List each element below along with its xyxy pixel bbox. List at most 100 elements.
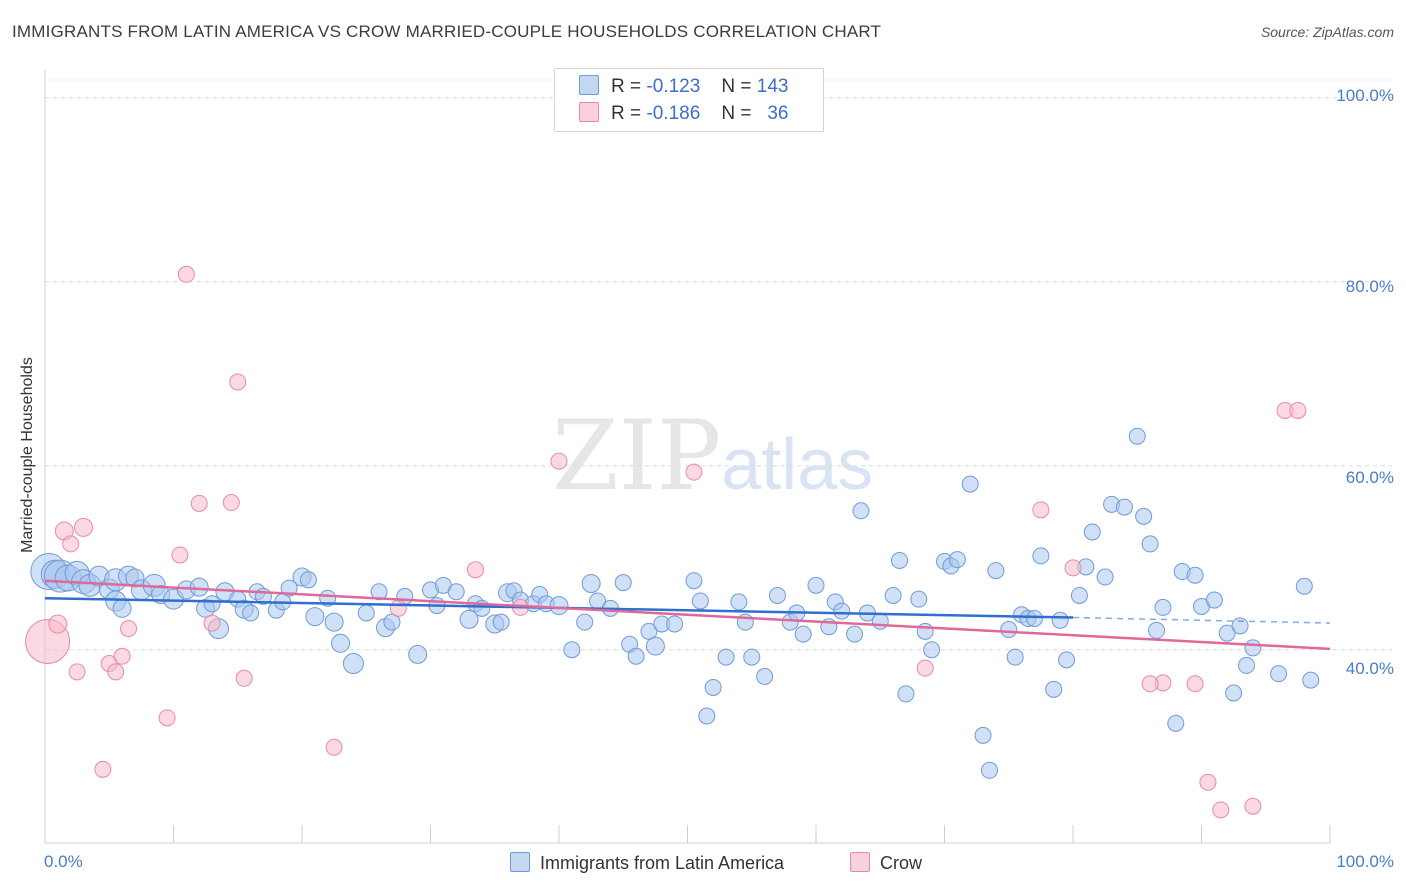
pink-point xyxy=(1244,797,1262,815)
blue-point xyxy=(691,592,709,610)
blue-point xyxy=(645,636,665,656)
blue-point xyxy=(112,598,132,618)
blue-point xyxy=(1244,639,1262,657)
blue-point xyxy=(492,613,510,631)
pink-point xyxy=(1199,773,1217,791)
blue-point xyxy=(698,707,716,725)
pink-point xyxy=(107,663,125,681)
n-label: N = xyxy=(721,103,752,124)
pink-point xyxy=(229,373,247,391)
legend-item-immigrants: Immigrants from Latin America xyxy=(510,852,784,874)
n-label: N = xyxy=(721,76,752,97)
x-tick-label-max: 100.0% xyxy=(1336,852,1394,871)
pink-point xyxy=(62,535,80,553)
blue-point xyxy=(1006,648,1024,666)
blue-point xyxy=(910,590,928,608)
blue-point xyxy=(1186,566,1204,584)
pink-point xyxy=(235,669,253,687)
pink-point xyxy=(1064,559,1082,577)
blue-point xyxy=(203,595,221,613)
pink-point xyxy=(203,614,221,632)
y-tick-label: 80.0% xyxy=(1345,277,1394,296)
blue-trendline-extension xyxy=(1072,616,1331,624)
r-label: R = xyxy=(611,76,642,97)
pink-point xyxy=(222,494,240,512)
pink-point xyxy=(74,517,94,537)
blue-point xyxy=(357,604,375,622)
blue-point xyxy=(1231,617,1249,635)
blue-point xyxy=(923,641,941,659)
legend-swatch-pink xyxy=(850,852,870,872)
pink-point xyxy=(171,546,189,564)
pink-point xyxy=(1289,401,1307,419)
blue-point xyxy=(807,576,825,594)
y-tick-label: 100.0% xyxy=(1336,86,1394,105)
blue-point xyxy=(1045,680,1063,698)
blue-point xyxy=(897,685,915,703)
blue-point xyxy=(189,577,209,597)
blue-point xyxy=(884,586,902,604)
blue-point xyxy=(961,475,979,493)
blue-point xyxy=(871,612,889,630)
blue-point xyxy=(299,571,317,589)
blue-point xyxy=(756,667,774,685)
blue-point xyxy=(1051,611,1069,629)
watermark: ZIPatlas xyxy=(552,400,873,512)
blue-point xyxy=(1167,714,1185,732)
blue-point xyxy=(852,502,870,520)
blue-point xyxy=(549,596,569,616)
blue-point xyxy=(1154,598,1172,616)
pink-point xyxy=(177,265,195,283)
blue-point xyxy=(1070,586,1088,604)
blue-point xyxy=(324,612,344,632)
pink-point xyxy=(113,647,131,665)
stats-legend-row-pink: R = -0.186 N = 36 xyxy=(579,102,788,126)
blue-point xyxy=(581,573,601,593)
blue-point xyxy=(1141,535,1159,553)
pink-point xyxy=(158,709,176,727)
pink-point xyxy=(94,760,112,778)
blue-point xyxy=(1128,427,1146,445)
blue-point xyxy=(1096,568,1114,586)
blue-point xyxy=(280,579,298,597)
stats-legend-row-blue: R = -0.123 N = 143 xyxy=(579,75,788,99)
legend-item-crow: Crow xyxy=(850,852,922,874)
blue-point xyxy=(1058,651,1076,669)
blue-point xyxy=(331,633,351,653)
blue-point xyxy=(1237,656,1255,674)
pink-point xyxy=(1032,501,1050,519)
blue-point xyxy=(447,583,465,601)
blue-point xyxy=(383,613,401,631)
pink-point xyxy=(916,659,934,677)
pink-point xyxy=(1212,801,1230,819)
blue-point xyxy=(242,604,260,622)
pink-point xyxy=(389,599,407,617)
blue-point xyxy=(730,593,748,611)
blue-point xyxy=(459,609,479,629)
blue-point xyxy=(666,615,684,633)
pink-point xyxy=(190,494,208,512)
blue-point xyxy=(408,644,428,664)
pink-point xyxy=(68,663,86,681)
blue-point xyxy=(704,678,722,696)
blue-point xyxy=(1115,498,1133,516)
blue-point xyxy=(846,625,864,643)
blue-point xyxy=(743,648,761,666)
y-tick-label: 40.0% xyxy=(1345,659,1394,678)
blue-point xyxy=(614,574,632,592)
chart-title: IMMIGRANTS FROM LATIN AMERICA VS CROW MA… xyxy=(12,22,882,41)
pink-point xyxy=(325,738,343,756)
blue-point xyxy=(370,583,388,601)
pink-swatch xyxy=(579,102,599,122)
blue-point xyxy=(948,551,966,569)
blue-swatch xyxy=(579,75,599,95)
blue-point xyxy=(891,551,909,569)
blue-point xyxy=(1295,577,1313,595)
blue-point xyxy=(563,641,581,659)
blue-point xyxy=(974,726,992,744)
y-axis-label: Married-couple Households xyxy=(19,357,36,553)
n-value: 143 xyxy=(756,76,789,97)
n-value: 36 xyxy=(767,103,789,124)
pink-point xyxy=(466,561,484,579)
blue-point xyxy=(717,648,735,666)
